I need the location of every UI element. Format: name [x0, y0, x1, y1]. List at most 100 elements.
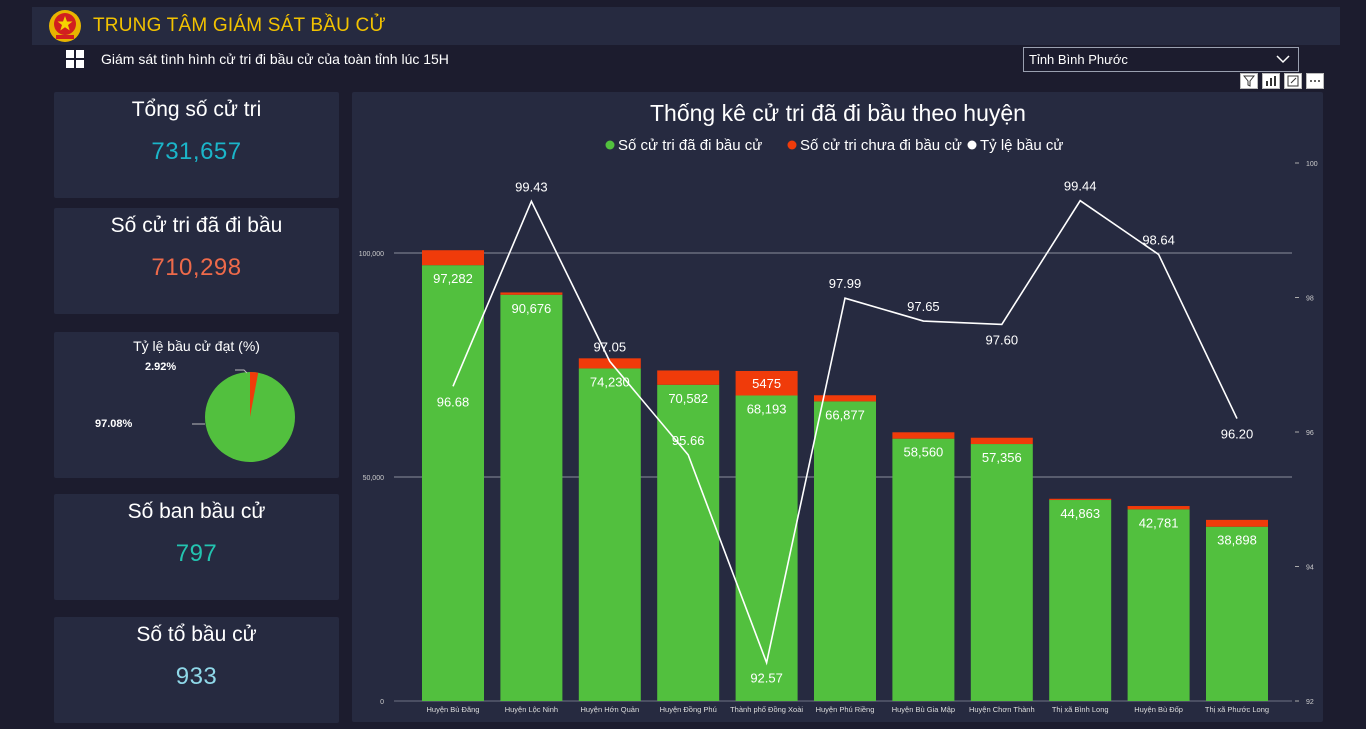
bar-label-voted-0: 97,282 [433, 271, 473, 286]
bar-voted-2 [578, 368, 641, 701]
y-left-tick-0: 0 [380, 699, 384, 706]
x-tick-10: Thị xã Phước Long [1205, 705, 1269, 714]
pie-leader-not-voted [235, 369, 248, 374]
bar-label-voted-3: 70,582 [668, 391, 708, 406]
bar-not-voted-8 [1049, 498, 1112, 501]
bar-label-voted-6: 58,560 [904, 445, 944, 460]
x-tick-6: Huyện Bù Gia Mập [892, 705, 955, 714]
analytics-icon[interactable] [1262, 73, 1280, 89]
bar-not-voted-1 [500, 292, 563, 295]
chart-bars [422, 250, 1268, 701]
bar-not-voted-5 [814, 395, 876, 402]
bar-voted-4 [735, 395, 798, 701]
x-tick-9: Huyện Bù Đốp [1134, 705, 1183, 714]
legend-label-0: Số cử tri đã đi bầu cử [618, 137, 762, 154]
more-options-icon[interactable] [1306, 73, 1324, 89]
total-voters-value: 731,657 [151, 138, 242, 165]
bar-label-voted-4: 68,193 [747, 401, 787, 416]
chart-legend: Số cử tri đã đi bầu cử Số cử tri chưa đi … [605, 137, 1063, 154]
bar-label-voted-7: 57,356 [982, 450, 1022, 465]
rate-line-path [452, 199, 1238, 666]
y-right-tick-2: 96 [1306, 430, 1314, 437]
x-tick-2: Huyện Hớn Quản [580, 705, 639, 714]
rate-label-3: 95.66 [672, 433, 705, 448]
chart-x-axis: Huyện Bù Đăng Huyện Lộc Ninh Huyện Hớn Quả… [427, 705, 1270, 714]
turnout-pie-title: Tỷ lệ bầu cử đạt (%) [133, 338, 260, 354]
x-tick-8: Thị xã Bình Long [1052, 705, 1109, 714]
bar-label-voted-10: 38,898 [1217, 533, 1257, 548]
bar-voted-5 [814, 401, 876, 701]
rate-label-1: 99.43 [515, 179, 548, 194]
total-voters-title: Tổng số cử tri [131, 98, 262, 121]
app-title: TRUNG TÂM GIÁM SÁT BẦU CỬ [93, 15, 386, 36]
rate-label-2: 97.05 [594, 339, 627, 354]
district-chart-panel: Thống kê cử tri đã đi bầu theo huyện Số … [352, 92, 1323, 722]
rate-label-9: 98.64 [1142, 232, 1175, 247]
x-tick-1: Huyện Lộc Ninh [505, 705, 558, 714]
bar-voted-0 [422, 265, 484, 701]
bar-voted-1 [500, 294, 563, 701]
groups-value: 933 [175, 663, 218, 690]
bar-label-voted-5: 66,877 [825, 407, 865, 422]
legend-label-1: Số cử tri chưa đi bầu cử [800, 137, 962, 154]
legend-marker-0 [605, 140, 615, 150]
y-left-tick-2: 100,000 [359, 251, 384, 258]
voted-card: Số cử tri đã đi bầu 710,298 [54, 208, 339, 314]
groups-card: Số tổ bầu cử 933 [54, 617, 339, 723]
district-chart: Thống kê cử tri đã đi bầu theo huyện Số … [359, 100, 1318, 714]
province-select-value: Tỉnh Bình Phước [1029, 52, 1128, 67]
y-right-tick-0: 92 [1306, 699, 1314, 706]
bar-label-not-voted-4: 5475 [752, 376, 781, 391]
subtitle-row: Giám sát tình hình cử tri đi bầu cử của … [66, 50, 449, 68]
x-tick-0: Huyện Bù Đăng [427, 705, 480, 714]
app-header: TRUNG TÂM GIÁM SÁT BẦU CỬ [32, 7, 1340, 45]
bar-voted-7 [970, 444, 1033, 701]
filter-icon[interactable] [1240, 73, 1258, 89]
bar-label-voted-9: 42,781 [1139, 515, 1179, 530]
legend-label-2: Tỷ lệ bầu cử [980, 137, 1063, 154]
bar-label-voted-2: 74,230 [590, 374, 630, 389]
x-tick-5: Huyện Phú Riềng [816, 705, 875, 714]
groups-title: Số tổ bầu cử [136, 623, 257, 646]
turnout-pie-chart [192, 369, 295, 462]
x-tick-7: Huyện Chơn Thành [969, 705, 1035, 714]
legend-marker-1 [787, 140, 797, 150]
bar-voted-9 [1127, 509, 1190, 701]
bar-label-voted-8: 44,863 [1060, 506, 1100, 521]
pie-label-voted: 97.08% [95, 418, 133, 430]
bar-not-voted-6 [892, 432, 955, 439]
province-select[interactable]: Tỉnh Bình Phước [1023, 47, 1299, 72]
bar-voted-6 [892, 438, 955, 701]
total-voters-card: Tổng số cử tri 731,657 [54, 92, 339, 198]
voted-title: Số cử tri đã đi bầu [110, 214, 283, 237]
bar-not-voted-4 [735, 370, 798, 396]
focus-mode-icon[interactable] [1284, 73, 1302, 89]
grid-icon[interactable] [66, 50, 84, 68]
turnout-pie-card: Tỷ lệ bầu cử đạt (%) 97.08% 2.92% [54, 332, 339, 478]
rate-label-4: 92.57 [750, 671, 783, 686]
x-tick-4: Thành phố Đồng Xoài [730, 705, 803, 714]
rate-label-10: 96.20 [1221, 427, 1254, 442]
boards-title: Số ban bầu cử [127, 500, 266, 523]
rate-label-0: 96.68 [437, 394, 470, 409]
bar-not-voted-10 [1206, 519, 1268, 527]
bar-label-voted-1: 90,676 [512, 301, 552, 316]
national-emblem-icon [49, 10, 81, 42]
bar-not-voted-3 [657, 370, 720, 385]
bar-voted-8 [1049, 500, 1112, 701]
bar-not-voted-9 [1127, 506, 1190, 510]
pie-slice-not-voted [250, 372, 259, 417]
y-right-tick-3: 98 [1306, 296, 1314, 303]
x-tick-3: Huyện Đồng Phú [660, 705, 717, 714]
rate-label-8: 99.44 [1064, 179, 1097, 194]
bar-not-voted-2 [578, 358, 641, 369]
chevron-down-icon [1276, 55, 1290, 64]
rate-label-5: 97.99 [829, 276, 862, 291]
chart-title: Thống kê cử tri đã đi bầu theo huyện [650, 100, 1026, 126]
legend-marker-2 [967, 140, 977, 150]
page-subtitle: Giám sát tình hình cử tri đi bầu cử của … [101, 51, 449, 67]
chart-rate-line [452, 199, 1238, 666]
bar-not-voted-7 [970, 437, 1033, 445]
rate-label-7: 97.60 [986, 332, 1019, 347]
y-right-tick-1: 94 [1306, 565, 1314, 572]
